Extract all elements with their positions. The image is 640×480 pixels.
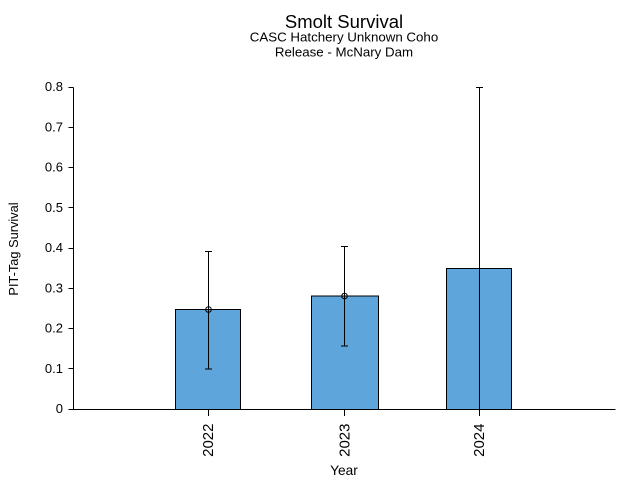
svg-text:0.4: 0.4 [45, 240, 63, 255]
svg-text:0.3: 0.3 [45, 280, 63, 295]
svg-text:0.8: 0.8 [45, 79, 63, 94]
svg-text:0.1: 0.1 [45, 361, 63, 376]
svg-text:CASC Hatchery Unknown Coho: CASC Hatchery Unknown Coho [250, 30, 438, 45]
svg-text:0.7: 0.7 [45, 119, 63, 134]
svg-text:Year: Year [330, 463, 358, 478]
svg-text:Release - McNary Dam: Release - McNary Dam [275, 45, 413, 60]
svg-text:0.5: 0.5 [45, 200, 63, 215]
svg-text:0.6: 0.6 [45, 160, 63, 175]
svg-text:2022: 2022 [200, 424, 217, 457]
svg-text:2023: 2023 [337, 424, 354, 457]
svg-text:0.2: 0.2 [45, 321, 63, 336]
svg-text:2024: 2024 [471, 424, 488, 457]
svg-text:PIT-Tag Survival: PIT-Tag Survival [6, 202, 21, 295]
svg-text:0: 0 [56, 401, 63, 416]
